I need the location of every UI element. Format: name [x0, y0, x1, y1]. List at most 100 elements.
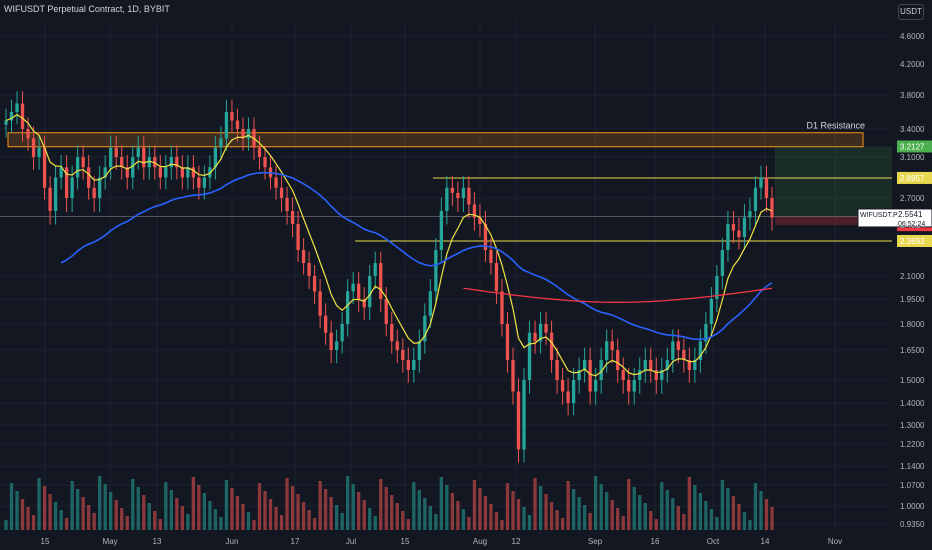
volume-bar — [158, 519, 162, 530]
volume-bar — [202, 493, 207, 530]
candle — [373, 263, 377, 276]
y-tick-label: 1.3000 — [900, 421, 925, 430]
volume-bar — [186, 514, 190, 530]
candle — [594, 380, 598, 392]
x-tick-label: Jun — [226, 537, 239, 546]
volume-bar — [357, 492, 361, 530]
candle — [175, 157, 179, 168]
candle — [103, 167, 107, 178]
candle — [246, 129, 251, 139]
candle — [59, 167, 63, 178]
candle — [114, 147, 118, 157]
candle — [169, 157, 173, 168]
candle — [489, 250, 493, 263]
volume-bar — [654, 519, 658, 530]
volume-bar — [549, 502, 554, 530]
volume-bar — [401, 511, 405, 530]
resistance-label: D1 Resistance — [806, 121, 865, 131]
volume-bar — [191, 477, 196, 530]
volume-bar — [489, 504, 493, 530]
volume-bar — [87, 505, 91, 530]
candle — [478, 217, 482, 224]
volume-bar — [649, 511, 653, 530]
volume-bar — [456, 501, 460, 530]
volume-bar — [450, 493, 455, 530]
y-tick-label: 3.8000 — [900, 91, 925, 100]
x-tick-label: 15 — [41, 537, 50, 546]
symbol-title: WIFUSDT Perpetual Contract, 1D, BYBIT — [4, 4, 170, 14]
candle — [439, 211, 444, 250]
candle — [412, 360, 416, 370]
candle — [527, 332, 532, 380]
y-tick-label: 1.9500 — [900, 295, 925, 304]
candle — [153, 157, 157, 168]
volume-bar — [142, 495, 146, 530]
y-tick-label: 4.6000 — [900, 32, 925, 41]
volume-bar — [676, 506, 680, 530]
volume-bar — [31, 515, 36, 530]
current-price-label: 2.5541 — [898, 210, 923, 219]
candle — [533, 332, 537, 342]
y-tick-label: 1.1400 — [900, 462, 925, 471]
candle — [147, 157, 151, 168]
countdown-label: 06:52:24 — [898, 221, 925, 228]
volume-bar — [726, 488, 730, 530]
volume-bar — [748, 520, 752, 530]
candle — [638, 370, 642, 380]
volume-bar — [296, 494, 300, 530]
y-tick-label: 3.4000 — [900, 125, 925, 134]
volume-bar — [516, 499, 521, 530]
currency-button[interactable]: USDT — [898, 4, 924, 20]
volume-bar — [406, 519, 410, 530]
candle — [654, 370, 658, 380]
volume-bar — [252, 520, 256, 530]
x-tick-label: 14 — [761, 537, 770, 546]
candle — [505, 324, 510, 360]
volume-bar — [753, 483, 758, 530]
candle — [571, 380, 576, 403]
x-tick-label: 17 — [291, 537, 300, 546]
candle — [538, 324, 543, 342]
candle — [70, 177, 74, 198]
candle — [340, 324, 344, 342]
candle — [357, 283, 361, 299]
volume-bar — [268, 499, 273, 530]
volume-bar — [472, 480, 477, 530]
candle — [660, 370, 664, 380]
volume-bar — [98, 476, 102, 530]
price-tag-label: 3.2127 — [900, 142, 925, 151]
candle — [329, 332, 333, 350]
volume-bar — [64, 518, 69, 530]
y-tick-label: 1.8000 — [900, 320, 925, 329]
candle — [186, 167, 190, 178]
volume-bar — [621, 516, 625, 530]
candle — [682, 350, 686, 360]
candle — [555, 360, 559, 380]
volume-bar — [494, 512, 499, 530]
candle — [731, 224, 736, 231]
x-tick-label: Sep — [588, 537, 603, 546]
candle — [318, 291, 322, 316]
y-tick-label: 0.9350 — [900, 520, 925, 529]
candle — [483, 224, 488, 250]
volume-bar — [241, 504, 245, 530]
volume-bar — [428, 506, 432, 530]
candle — [92, 187, 96, 198]
profit-box — [775, 146, 892, 217]
volume-bar — [373, 516, 377, 530]
candle — [142, 147, 146, 168]
volume-bar — [312, 518, 317, 530]
candle — [704, 324, 708, 342]
candle — [472, 204, 477, 218]
current-price-tag — [857, 208, 932, 228]
candle — [423, 315, 427, 342]
volume-bar — [687, 477, 691, 530]
candle — [219, 138, 223, 148]
candle — [687, 360, 691, 370]
candle — [560, 380, 565, 392]
candle — [566, 391, 570, 403]
volume-bar — [42, 486, 47, 530]
x-tick-label: 15 — [401, 537, 410, 546]
candle — [64, 167, 69, 198]
